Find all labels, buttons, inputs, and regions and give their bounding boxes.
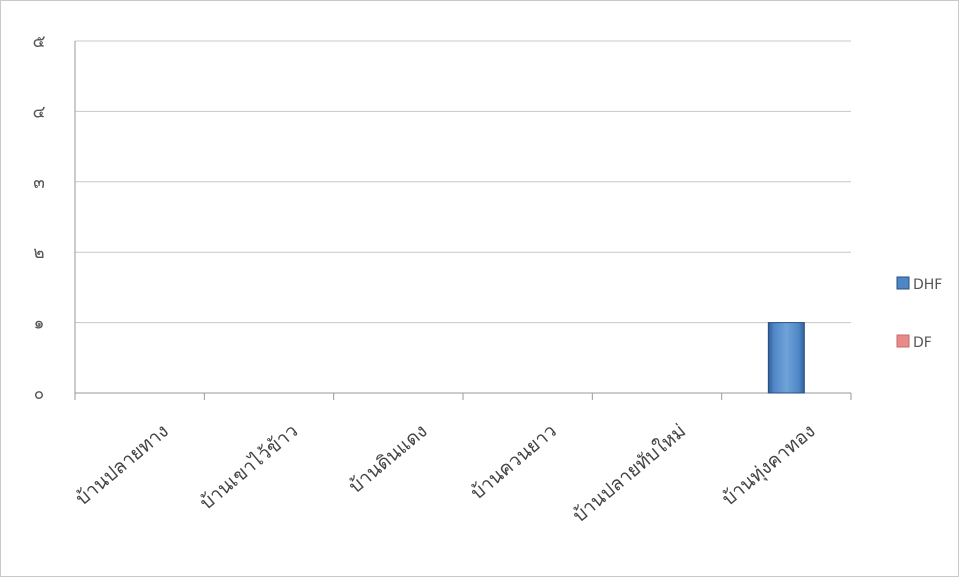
x-tick-label: บ้านปลายทับใหม่ [569, 420, 690, 527]
legend-swatch [896, 276, 910, 290]
bars [767, 322, 805, 394]
legend: DHF DF [896, 276, 942, 351]
bar-dhf [767, 322, 805, 394]
axes [74, 41, 852, 400]
y-tick-label: ๓ [33, 173, 45, 193]
y-tick-labels: ๐ ๑ ๒ ๓ ๔ ๕ [33, 32, 46, 404]
x-tick-label: บ้านควนยาว [467, 420, 561, 504]
y-tick-label: ๒ [33, 243, 44, 263]
y-tick-label: ๑ [34, 314, 45, 334]
legend-label: DF [913, 335, 932, 351]
gridlines [75, 40, 851, 324]
x-tick-label: บ้านดินแดง [345, 420, 432, 498]
y-tick-label: ๔ [33, 102, 46, 122]
x-tick-label: บ้านทุ่งคาทอง [718, 420, 820, 511]
legend-swatch [896, 334, 910, 348]
y-tick-label: ๐ [34, 384, 44, 404]
x-tick-labels: บ้านปลายทาง บ้านเขาไว้ข้าว บ้านดินแดง บ้านค… [72, 420, 821, 527]
x-tick-label: บ้านเขาไว้ข้าว [196, 420, 302, 514]
y-tick-label: ๕ [33, 32, 46, 52]
x-tick-label: บ้านปลายทาง [72, 420, 173, 510]
legend-label: DHF [913, 277, 942, 293]
